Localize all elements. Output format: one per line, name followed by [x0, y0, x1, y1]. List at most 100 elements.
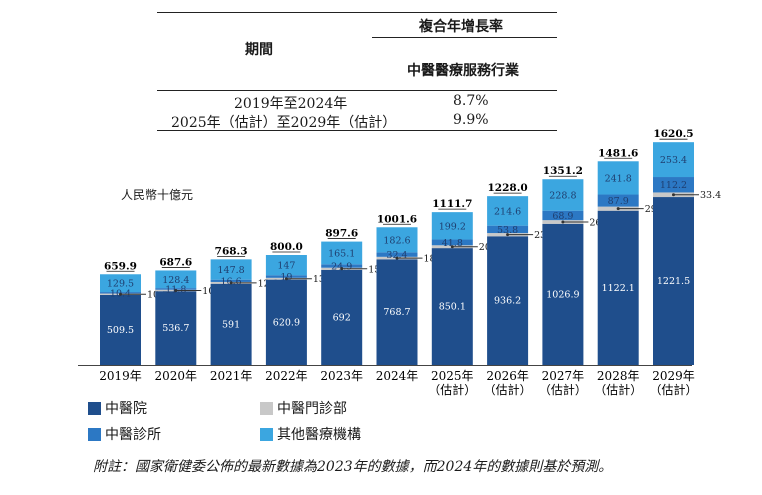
bar-hospital [431, 248, 473, 365]
leader-dot [174, 288, 178, 292]
x-tick-label: 2022年 [265, 369, 308, 383]
table-mid-rule [372, 37, 557, 38]
legend-label-clinic: 中醫診所 [105, 427, 161, 443]
stacked-bar-chart: 509.510.4129.510.5659.92019年536.711.8128… [78, 128, 721, 397]
total-label: 1620.5 [653, 128, 693, 140]
bar-hospital [597, 210, 639, 365]
leader-dot [284, 277, 288, 281]
legend-swatch-clinic [88, 427, 101, 441]
x-tick-sublabel: （估計） [428, 382, 476, 397]
data-label-outpatient: 33.4 [700, 190, 721, 201]
table-top-rule [157, 12, 557, 13]
total-label: 659.9 [104, 260, 137, 272]
data-label-hospital: 1122.1 [602, 283, 635, 294]
bar-other [597, 161, 639, 195]
bar-other [155, 270, 197, 289]
legend-label-other: 其他醫療機構 [277, 427, 361, 443]
leader-dot [119, 292, 122, 296]
data-label-other: 228.8 [549, 190, 576, 201]
data-label-clinic: 68.9 [552, 211, 573, 222]
leader-dot [616, 207, 620, 211]
data-label-hospital: 1221.5 [657, 276, 690, 287]
legend-item-hospital: 中醫院 [88, 398, 147, 418]
bar-other [100, 274, 141, 293]
bar-hospital [265, 279, 307, 365]
leader-dot [506, 233, 510, 237]
x-tick-sublabel: （估計） [539, 382, 587, 397]
data-label-clinic: 32.4 [386, 250, 407, 261]
total-label: 1001.6 [377, 213, 417, 225]
bar-other [265, 255, 307, 276]
data-label-other: 165.1 [328, 248, 355, 259]
data-label-other: 147.8 [217, 265, 244, 276]
x-tick-label: 2023年 [320, 369, 363, 383]
x-tick-label: 2025年 [431, 369, 474, 383]
total-label: 800.0 [270, 241, 303, 253]
data-label-hospital: 536.7 [162, 323, 189, 334]
data-label-clinic: 24.9 [331, 261, 352, 272]
data-label-hospital: 1026.9 [546, 289, 579, 300]
table-bottom-rule [157, 130, 557, 131]
x-tick-label: 2021年 [210, 369, 253, 383]
legend: 中醫院 中醫門診部 中醫診所 其他醫療機構 [88, 398, 648, 448]
bar-clinic [487, 225, 529, 234]
data-label-hospital: 692 [333, 312, 351, 323]
bar-hospital [653, 197, 694, 365]
data-label-clinic: 112.2 [660, 180, 687, 191]
bar-other [376, 227, 418, 253]
leader-dot [561, 220, 565, 224]
data-label-hospital: 591 [222, 319, 240, 330]
bar-other [431, 212, 473, 240]
total-label: 1228.0 [488, 182, 528, 194]
total-label: 897.6 [325, 228, 358, 240]
total-label: 768.3 [215, 245, 248, 257]
data-label-other: 128.4 [162, 275, 189, 286]
data-label-hospital: 850.1 [439, 302, 466, 313]
bar-other [487, 196, 529, 226]
unit-label: 人民幣十億元 [121, 188, 194, 202]
x-tick-sublabel: （估計） [649, 382, 697, 397]
bar-clinic [653, 177, 694, 193]
x-tick-label: 2028年 [597, 369, 640, 383]
x-tick-label: 2024年 [376, 369, 419, 383]
bar-hospital [542, 223, 584, 365]
bar-clinic [210, 279, 252, 282]
row-period-1: 2019年至2024年 [234, 96, 348, 112]
bar-clinic [597, 194, 639, 207]
legend-item-other: 其他醫療機構 [260, 424, 361, 444]
x-tick-label: 2019年 [99, 369, 142, 383]
table-header-rule [157, 90, 557, 91]
total-label: 1351.2 [543, 165, 583, 177]
bar-hospital [376, 259, 418, 365]
leader-dot [229, 281, 233, 285]
data-label-other: 182.6 [383, 235, 410, 246]
bar-hospital [100, 294, 141, 365]
data-label-other: 129.5 [107, 279, 134, 290]
x-tick-label: 2020年 [155, 369, 198, 383]
bar-clinic [542, 210, 584, 221]
footnote: 附註：國家衛健委公佈的最新數據為2023年的數據，而2024年的數據則基於預測。 [93, 459, 613, 475]
data-label-outpatient: 18 [424, 254, 436, 265]
leader-dot [395, 256, 399, 260]
data-label-other: 214.6 [494, 206, 521, 217]
legend-item-outpatient: 中醫門診部 [260, 398, 347, 418]
legend-label-hospital: 中醫院 [105, 401, 147, 417]
bar-clinic [155, 288, 197, 290]
legend-label-outpatient: 中醫門診部 [277, 401, 347, 417]
bar-hospital [155, 291, 197, 365]
row-value-2: 9.9% [453, 112, 489, 128]
legend-swatch-other [260, 427, 273, 441]
period-header: 期間 [245, 42, 273, 58]
cagr-header: 複合年增長率 [419, 19, 503, 35]
leader-dot [340, 267, 344, 271]
bar-hospital [321, 269, 363, 365]
x-tick-label: 2027年 [542, 369, 585, 383]
legend-swatch-outpatient [260, 401, 273, 415]
legend-swatch-hospital [88, 401, 101, 415]
bar-clinic [265, 275, 307, 278]
bar-other [653, 142, 694, 178]
total-label: 1481.6 [598, 147, 638, 159]
data-label-hospital: 768.7 [383, 307, 410, 318]
data-label-other: 199.2 [439, 221, 466, 232]
x-tick-label: 2029年 [652, 369, 695, 383]
